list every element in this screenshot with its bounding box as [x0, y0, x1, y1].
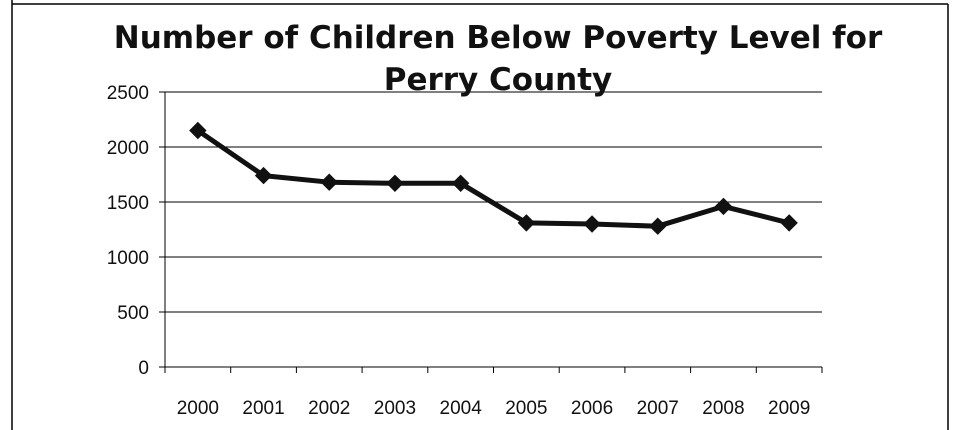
axes [159, 91, 823, 373]
data-point-2001 [254, 166, 273, 185]
data-point-2007 [649, 217, 667, 235]
series-line-0 [195, 128, 792, 229]
chart-title-line-2: Perry County [384, 62, 613, 98]
x-tick-label-2003: 2003 [374, 398, 416, 419]
y-tick-labels: 0 500 1000 1500 2000 2500 [107, 83, 149, 379]
data-point-2002 [320, 173, 338, 191]
series-layer [189, 121, 798, 235]
y-tick-label-2500: 2500 [107, 83, 149, 104]
data-point-2005 [517, 214, 536, 232]
y-tick-label-1000: 1000 [107, 248, 149, 269]
data-point-2000 [189, 121, 207, 140]
data-point-2008 [714, 197, 733, 216]
data-point-2006 [583, 215, 601, 233]
y-tick-label-1500: 1500 [107, 193, 149, 214]
data-point-2004 [451, 174, 470, 193]
x-tick-label-2006: 2006 [571, 398, 613, 419]
y-tick-label-500: 500 [117, 303, 149, 324]
x-tick-label-2008: 2008 [702, 398, 744, 419]
data-point-2009 [780, 214, 798, 232]
x-tick-label-2005: 2005 [505, 398, 547, 419]
x-tick-labels: 2000 2001 2002 2003 2004 2005 2006 2007 2008 2009 [177, 398, 811, 419]
x-tick-label-2002: 2002 [308, 398, 350, 419]
x-tick-label-2007: 2007 [637, 398, 679, 419]
x-tick-label-2009: 2009 [768, 398, 810, 419]
data-point-2003 [386, 174, 404, 193]
y-tick-label-0: 0 [138, 358, 149, 379]
chart-title-line-1: Number of Children Below Poverty Level f… [114, 20, 883, 56]
x-tick-label-2001: 2001 [242, 398, 284, 419]
y-tick-label-2000: 2000 [107, 138, 149, 159]
x-tick-label-2004: 2004 [440, 398, 483, 419]
x-tick-label-2000: 2000 [177, 398, 219, 419]
